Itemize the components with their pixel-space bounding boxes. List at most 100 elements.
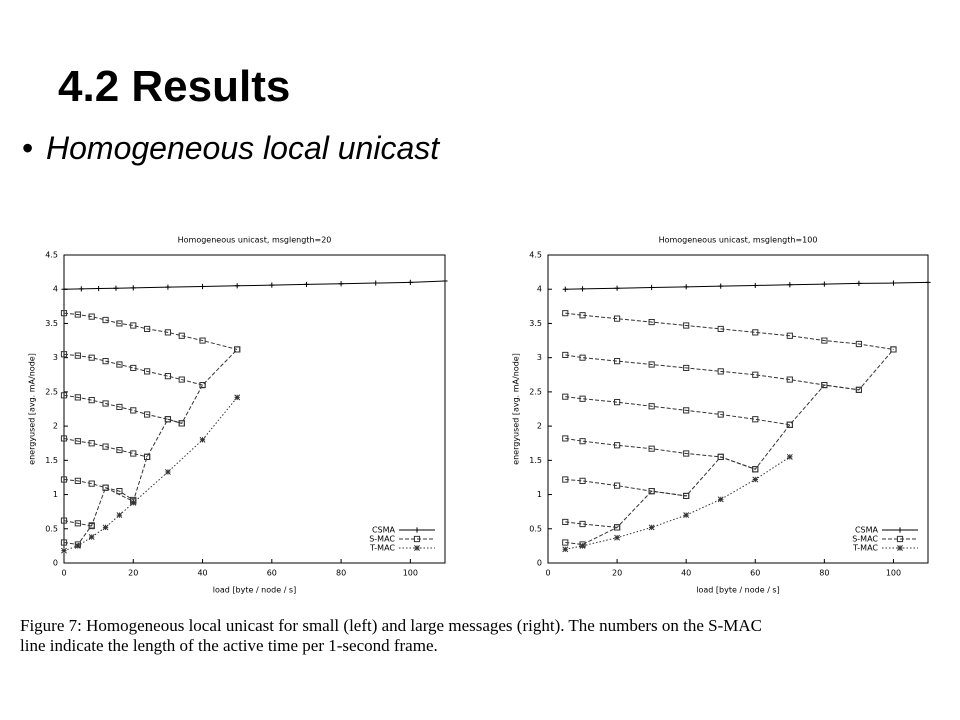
y-tick-label: 4.5 (45, 251, 58, 260)
data-point (821, 381, 828, 389)
data-point (717, 368, 724, 375)
data-point (164, 373, 172, 380)
legend-marker (897, 527, 903, 533)
data-point (579, 541, 586, 548)
data-point (648, 318, 655, 326)
series-line (565, 521, 618, 528)
data-point (613, 315, 621, 322)
data-point (130, 322, 137, 329)
data-point (234, 394, 241, 401)
data-point (717, 411, 724, 418)
y-tick-label: 0 (53, 559, 58, 568)
data-point (925, 279, 931, 285)
y-axis-label: energyused [avg. mA/node] (512, 353, 521, 465)
plot-frame (63, 254, 446, 564)
data-point (116, 320, 123, 327)
legend-label: S-MAC (852, 535, 878, 544)
data-point (88, 313, 95, 320)
data-point (116, 361, 123, 368)
plot-frame (547, 254, 929, 564)
bullet-dot: • (22, 130, 34, 166)
data-point (102, 443, 109, 450)
legend-marker (413, 535, 421, 543)
legend-label: CSMA (372, 526, 396, 535)
data-point (144, 411, 151, 418)
data-point (60, 435, 68, 442)
data-point (113, 285, 119, 291)
data-point (199, 283, 206, 290)
data-point (562, 539, 569, 546)
y-tick-label: 3.5 (45, 319, 58, 328)
data-point (74, 311, 81, 318)
data-point (60, 539, 68, 546)
x-tick-label: 0 (61, 569, 66, 578)
data-point (579, 354, 586, 361)
data-point (613, 357, 621, 365)
x-axis-label: load [byte / node / s] (696, 586, 779, 595)
y-tick-label: 1.5 (529, 456, 542, 465)
y-tick-label: 2 (537, 422, 542, 431)
data-point (683, 450, 690, 457)
data-point (562, 518, 569, 526)
data-point (130, 407, 137, 414)
y-tick-label: 4 (53, 285, 58, 294)
data-point (614, 534, 621, 541)
data-point (579, 542, 586, 549)
data-point (78, 286, 84, 292)
data-point (88, 354, 95, 361)
series-line (63, 520, 92, 527)
data-point (890, 346, 897, 353)
data-point (614, 285, 620, 291)
data-point (102, 524, 109, 531)
data-point (130, 450, 137, 457)
charts: Homogeneous unicast, msglength=20 load [b… (28, 236, 931, 595)
y-tick-label: 3 (53, 353, 58, 362)
x-tick-label: 20 (128, 569, 138, 578)
data-point (74, 541, 81, 548)
data-point (752, 416, 759, 423)
y-tick-label: 4 (537, 285, 542, 294)
data-point (234, 283, 240, 289)
data-point (144, 368, 151, 375)
data-point (683, 512, 690, 519)
data-point (442, 278, 448, 284)
y-tick-label: 1.5 (45, 456, 58, 465)
data-point (60, 310, 68, 317)
y-axis-label: energyused [avg. mA/node] (28, 353, 37, 465)
data-point (164, 469, 171, 475)
series-line (63, 353, 203, 386)
legend-label: CSMA (855, 526, 879, 535)
x-tick-label: 20 (612, 569, 622, 578)
legend-marker (414, 545, 420, 551)
data-point (683, 322, 690, 329)
data-point (613, 442, 621, 449)
data-point (74, 542, 81, 549)
data-point (821, 337, 828, 344)
caption: Figure 7: Homogeneous local unicast for … (20, 616, 762, 656)
data-point (96, 285, 102, 292)
legend-marker (897, 545, 903, 551)
data-point (786, 332, 793, 339)
data-point (61, 286, 67, 292)
data-point (338, 281, 344, 287)
data-point (102, 400, 109, 407)
data-point (683, 407, 690, 414)
data-point (890, 346, 897, 353)
series-line (565, 349, 894, 546)
data-point (88, 522, 95, 529)
bullet: Homogeneous local unicast (46, 130, 440, 166)
x-tick-label: 40 (681, 569, 691, 578)
series-line (63, 479, 134, 501)
data-point (752, 329, 759, 336)
series-line (63, 280, 446, 290)
data-point (102, 357, 109, 365)
data-point (856, 280, 862, 287)
chart-title: Homogeneous unicast, msglength=100 (659, 236, 818, 245)
series-line (565, 437, 756, 470)
data-point (199, 381, 206, 389)
data-point (613, 524, 621, 531)
data-point (649, 284, 655, 291)
data-point (562, 546, 569, 553)
data-point (373, 280, 379, 286)
